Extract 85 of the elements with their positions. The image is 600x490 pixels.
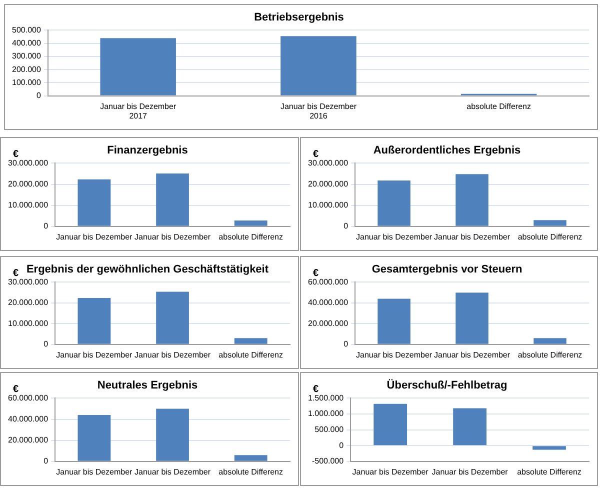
x-tick-label: Januar bis Dezember 2016 (280, 102, 357, 120)
x-tick-label: Januar bis Dezember (134, 467, 211, 476)
y-tick-label: 40.000.000 (8, 414, 49, 424)
bar (532, 446, 566, 450)
y-tick-label: 0 (344, 222, 349, 231)
y-tick-label: 30.000.000 (8, 277, 49, 286)
y-tick-label: 1.500.000 (308, 393, 344, 402)
chart-title: Ergebnis der gewöhnlichen Geschäftstätigkeit (26, 264, 269, 276)
x-tick-label: absolute Differenz (466, 102, 531, 111)
y-axis-title: € (313, 384, 319, 395)
y-tick-label: 0 (36, 91, 42, 100)
bar (156, 408, 189, 461)
bar (156, 292, 189, 344)
x-tick-label: Januar bis Dezember (56, 350, 133, 360)
y-axis-title: € (313, 268, 319, 279)
bar (456, 292, 488, 344)
bar (234, 338, 268, 344)
y-tick-label: 0 (344, 340, 349, 349)
x-tick-label: Januar bis Dezember (352, 467, 429, 476)
y-tick-label: 20.000.000 (308, 179, 349, 188)
y-axis-title: € (13, 268, 19, 279)
bar (78, 179, 111, 226)
y-tick-label: 60.000.000 (8, 393, 49, 402)
y-tick-label: -500.000 (312, 456, 344, 466)
y-axis-title: € (13, 384, 19, 395)
x-tick-label: Januar bis Dezember (434, 232, 510, 242)
chart-title: Finanzergebnis (107, 144, 188, 157)
y-tick-label: 300.000 (12, 52, 42, 61)
y-tick-label: 1.000.000 (308, 409, 344, 418)
x-tick-label: Januar bis Dezember (356, 232, 432, 242)
y-tick-label: 20.000.000 (308, 318, 349, 328)
bar (78, 415, 111, 461)
bar (378, 298, 410, 344)
y-tick-label: 30.000.000 (308, 158, 349, 168)
bar (234, 455, 268, 461)
bar (378, 180, 410, 226)
y-tick-label: 40.000.000 (308, 298, 349, 308)
x-tick-label: Januar bis Dezember (356, 350, 432, 360)
chart-title: Betriebsergebnis (254, 12, 344, 24)
y-tick-label: 0 (44, 222, 49, 231)
bar (534, 338, 566, 344)
chart-title: Überschuß/-Fehlbetrag (386, 378, 508, 392)
chart-title: Gesamtergebnis vor Steuern (372, 264, 522, 276)
bar (534, 220, 566, 226)
x-tick-label: Januar bis Dezember (56, 232, 133, 242)
y-tick-label: 60.000.000 (308, 277, 349, 286)
bar (100, 38, 176, 96)
y-tick-label: 0 (44, 456, 49, 466)
x-tick-label: absolute Differenz (218, 467, 284, 476)
bar (374, 404, 408, 446)
y-tick-label: 200.000 (12, 64, 42, 74)
x-tick-label: Januar bis Dezember 2017 (100, 102, 176, 120)
bar (156, 174, 189, 226)
y-tick-label: 10.000.000 (308, 200, 349, 210)
bar (280, 36, 356, 96)
y-axis-title: € (13, 148, 19, 160)
bar (456, 174, 488, 226)
y-tick-label: 10.000.000 (8, 318, 49, 328)
x-tick-label: Januar bis Dezember (56, 467, 133, 476)
x-tick-label: absolute Differenz (518, 232, 582, 242)
x-tick-label: absolute Differenz (218, 350, 284, 360)
y-tick-label: 500.000 (12, 25, 42, 34)
y-tick-label: 20.000.000 (8, 179, 49, 188)
x-tick-label: absolute Differenz (517, 467, 582, 476)
y-tick-label: 20.000.000 (8, 436, 49, 445)
y-tick-label: 100.000 (12, 78, 42, 87)
x-tick-label: Januar bis Dezember (434, 350, 510, 360)
bar (234, 220, 268, 226)
x-tick-label: absolute Differenz (218, 232, 284, 242)
y-tick-label: 10.000.000 (8, 200, 49, 210)
y-axis-title: € (313, 148, 319, 160)
y-tick-label: 400.000 (12, 38, 42, 48)
x-tick-label: Januar bis Dezember (134, 232, 211, 242)
y-tick-label: 20.000.000 (8, 298, 49, 308)
bar (453, 408, 486, 446)
chart-title: Neutrales Ergebnis (97, 380, 198, 392)
x-tick-label: absolute Differenz (518, 350, 582, 360)
y-tick-label: 30.000.000 (8, 158, 49, 168)
x-tick-label: Januar bis Dezember (432, 467, 508, 476)
y-tick-label: 500.000 (314, 425, 344, 434)
y-tick-label: 0 (44, 340, 49, 349)
chart-title: Außerordentliches Ergebnis (373, 144, 521, 157)
bar (78, 298, 111, 344)
x-tick-label: Januar bis Dezember (134, 350, 211, 360)
y-tick-label: 0 (339, 440, 344, 450)
